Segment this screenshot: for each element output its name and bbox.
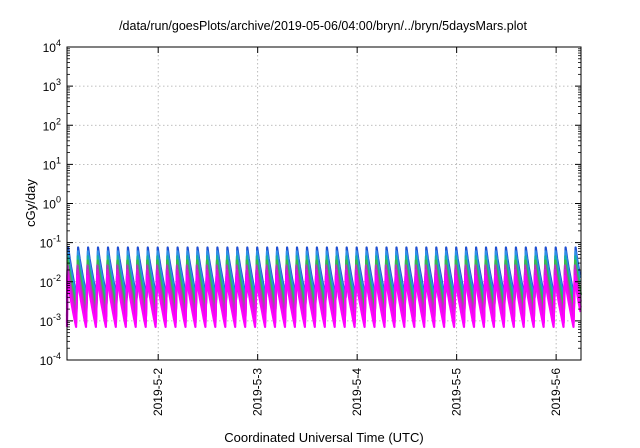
x-tick-label: 2019-5-4 xyxy=(350,368,364,416)
series-line xyxy=(65,274,582,328)
x-tick-label: 2019-5-6 xyxy=(549,368,563,416)
y-tick-label: 10-2 xyxy=(40,273,61,290)
x-tick-label: 2019-5-3 xyxy=(251,368,265,416)
y-axis-title: cGy/day xyxy=(23,179,38,227)
y-tick-label: 10-1 xyxy=(40,234,61,251)
x-axis-title: Coordinated Universal Time (UTC) xyxy=(224,430,423,445)
y-tick-label: 10-3 xyxy=(40,312,61,329)
y-axis: 10-4 10-3 10-2 10-1 100 101 102 103 104 xyxy=(40,38,581,368)
y-tick-label: 100 xyxy=(43,195,61,212)
y-tick-label: 10-4 xyxy=(40,351,61,368)
x-tick-label: 2019-5-2 xyxy=(151,368,165,416)
series-group xyxy=(65,246,583,328)
y-tick-label: 102 xyxy=(43,116,61,133)
chart-title: /data/run/goesPlots/archive/2019-05-06/0… xyxy=(119,19,527,33)
y-tick-label: 101 xyxy=(43,155,61,172)
x-axis: 2019-5-2 2019-5-3 2019-5-4 2019-5-5 2019-5-6 xyxy=(151,47,563,416)
y-tick-label: 104 xyxy=(43,38,61,55)
x-tick-label: 2019-5-5 xyxy=(450,368,464,416)
y-tick-label: 103 xyxy=(43,77,61,94)
